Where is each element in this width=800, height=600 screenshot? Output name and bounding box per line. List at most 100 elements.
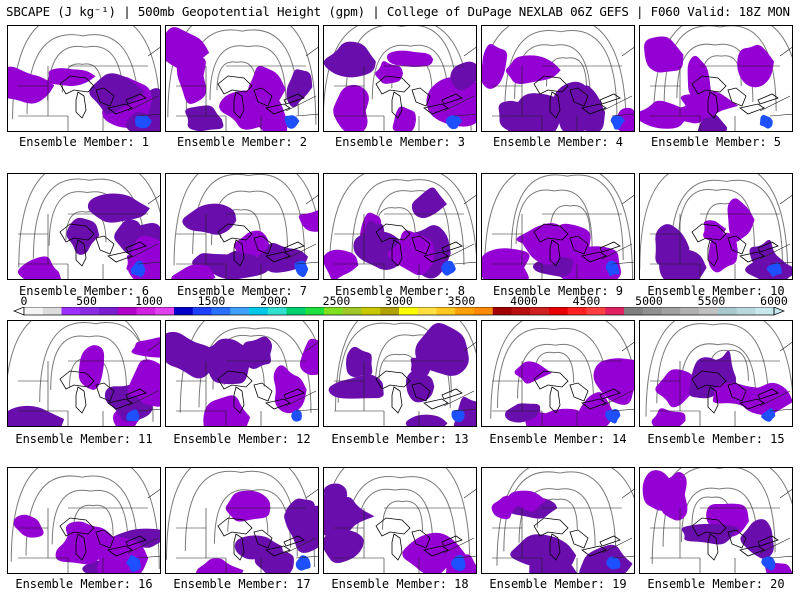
ensemble-member-label: Ensemble Member: 7: [176, 284, 308, 298]
great-lakes-outline: [533, 223, 621, 267]
colorbar-swatch: [380, 307, 400, 315]
cape-region: [176, 48, 207, 104]
colorbar-swatch: [267, 307, 287, 315]
cape-region: [207, 345, 250, 385]
map-canvas: [10, 468, 160, 573]
cape-region: [273, 365, 307, 414]
height-contour: [679, 343, 757, 402]
great-lakes-outline: [691, 223, 779, 267]
cape-region: [450, 61, 476, 91]
height-contour: [50, 335, 128, 394]
ensemble-panel-17: [165, 467, 319, 574]
colorbar-swatch: [474, 307, 494, 315]
cape-region: [171, 264, 216, 279]
colorbar-right-arrow: [773, 307, 785, 316]
colorbar-tick-label: 6000: [760, 294, 788, 308]
cape-region: [644, 36, 684, 73]
cape-high-region: [130, 260, 146, 277]
ensemble-panel-11: [7, 320, 161, 427]
cape-high-region: [291, 409, 302, 422]
cape-region: [257, 98, 288, 131]
cape-region: [504, 403, 541, 423]
cape-region: [375, 61, 404, 84]
map-canvas: [324, 468, 476, 573]
state-borders: [492, 47, 634, 131]
cape-region: [8, 405, 65, 426]
cape-region: [411, 187, 447, 219]
state-borders: [18, 342, 160, 426]
cape-region: [328, 374, 384, 399]
cape-region: [13, 514, 44, 538]
cape-region: [131, 337, 160, 358]
height-contour: [65, 211, 107, 243]
state-borders: [176, 47, 318, 131]
height-contour: [382, 500, 424, 532]
cape-region: [514, 361, 552, 384]
colorbar-swatch: [549, 307, 569, 315]
ensemble-member-label: Ensemble Member: 2: [176, 135, 308, 149]
ensemble-member-label: Ensemble Member: 1: [18, 135, 150, 149]
ensemble-panel-20: [639, 467, 793, 574]
colorbar-tick-label: 0: [20, 294, 28, 308]
ensemble-panel-1: [7, 25, 161, 132]
cape-region: [363, 220, 385, 245]
state-borders: [176, 195, 318, 279]
state-borders: [18, 195, 160, 279]
colorbar-swatch: [155, 307, 175, 315]
ensemble-panel-10: [639, 173, 793, 280]
cape-region: [345, 346, 373, 378]
ensemble-member-label: Ensemble Member: 17: [173, 577, 311, 591]
colorbar-tick-label: 2500: [322, 294, 351, 308]
height-contour: [10, 468, 160, 570]
cape-high-region: [761, 556, 776, 571]
ensemble-panel-6: [7, 173, 161, 280]
colorbar-tick-label: 4500: [572, 294, 601, 308]
cape-region: [640, 100, 687, 129]
ensemble-member-label: Ensemble Member: 19: [489, 577, 627, 591]
height-contour: [640, 174, 789, 277]
cape-high-region: [605, 260, 620, 277]
colorbar-swatch: [24, 307, 44, 315]
map-canvas: [482, 174, 634, 279]
colorbar-swatch: [624, 307, 644, 315]
ensemble-panel-19: [481, 467, 635, 574]
cape-region: [552, 81, 595, 131]
ensemble-member-label: Ensemble Member: 20: [647, 577, 785, 591]
colorbar-swatch: [361, 307, 381, 315]
great-lakes-outline: [691, 75, 779, 119]
colorbar-swatch: [492, 307, 512, 315]
cape-region: [405, 414, 448, 426]
great-lakes-outline: [217, 223, 305, 267]
colorbar-tick-label: 4000: [510, 294, 538, 308]
colorbar-swatch: [399, 307, 419, 315]
cape-region: [522, 234, 564, 265]
ensemble-member-label: Ensemble Member: 13: [331, 432, 469, 446]
cape-region: [740, 519, 774, 559]
map-canvas: [640, 26, 792, 131]
colorbar-swatch: [661, 307, 681, 315]
state-borders: [176, 342, 318, 426]
cape-region: [578, 392, 614, 426]
cape-region: [286, 69, 313, 108]
cape-region: [655, 224, 690, 271]
map-canvas: [642, 468, 792, 573]
cape-region: [482, 44, 508, 89]
state-borders: [492, 489, 634, 573]
state-borders: [176, 489, 318, 573]
cape-high-region: [295, 555, 311, 571]
colorbar-swatch: [586, 307, 606, 315]
height-contour: [8, 321, 154, 422]
great-lakes-outline: [375, 517, 463, 561]
cape-region: [285, 498, 317, 531]
height-contour: [12, 26, 160, 122]
map-canvas: [166, 26, 318, 131]
cape-high-region: [294, 260, 309, 278]
colorbar-swatch: [249, 307, 269, 315]
great-lakes-outline: [533, 75, 621, 119]
height-contour: [173, 174, 318, 266]
height-contour: [18, 174, 160, 268]
colorbar-swatch: [755, 307, 775, 315]
map-canvas: [640, 174, 792, 279]
great-lakes-outline: [375, 223, 463, 267]
state-borders: [650, 195, 792, 279]
